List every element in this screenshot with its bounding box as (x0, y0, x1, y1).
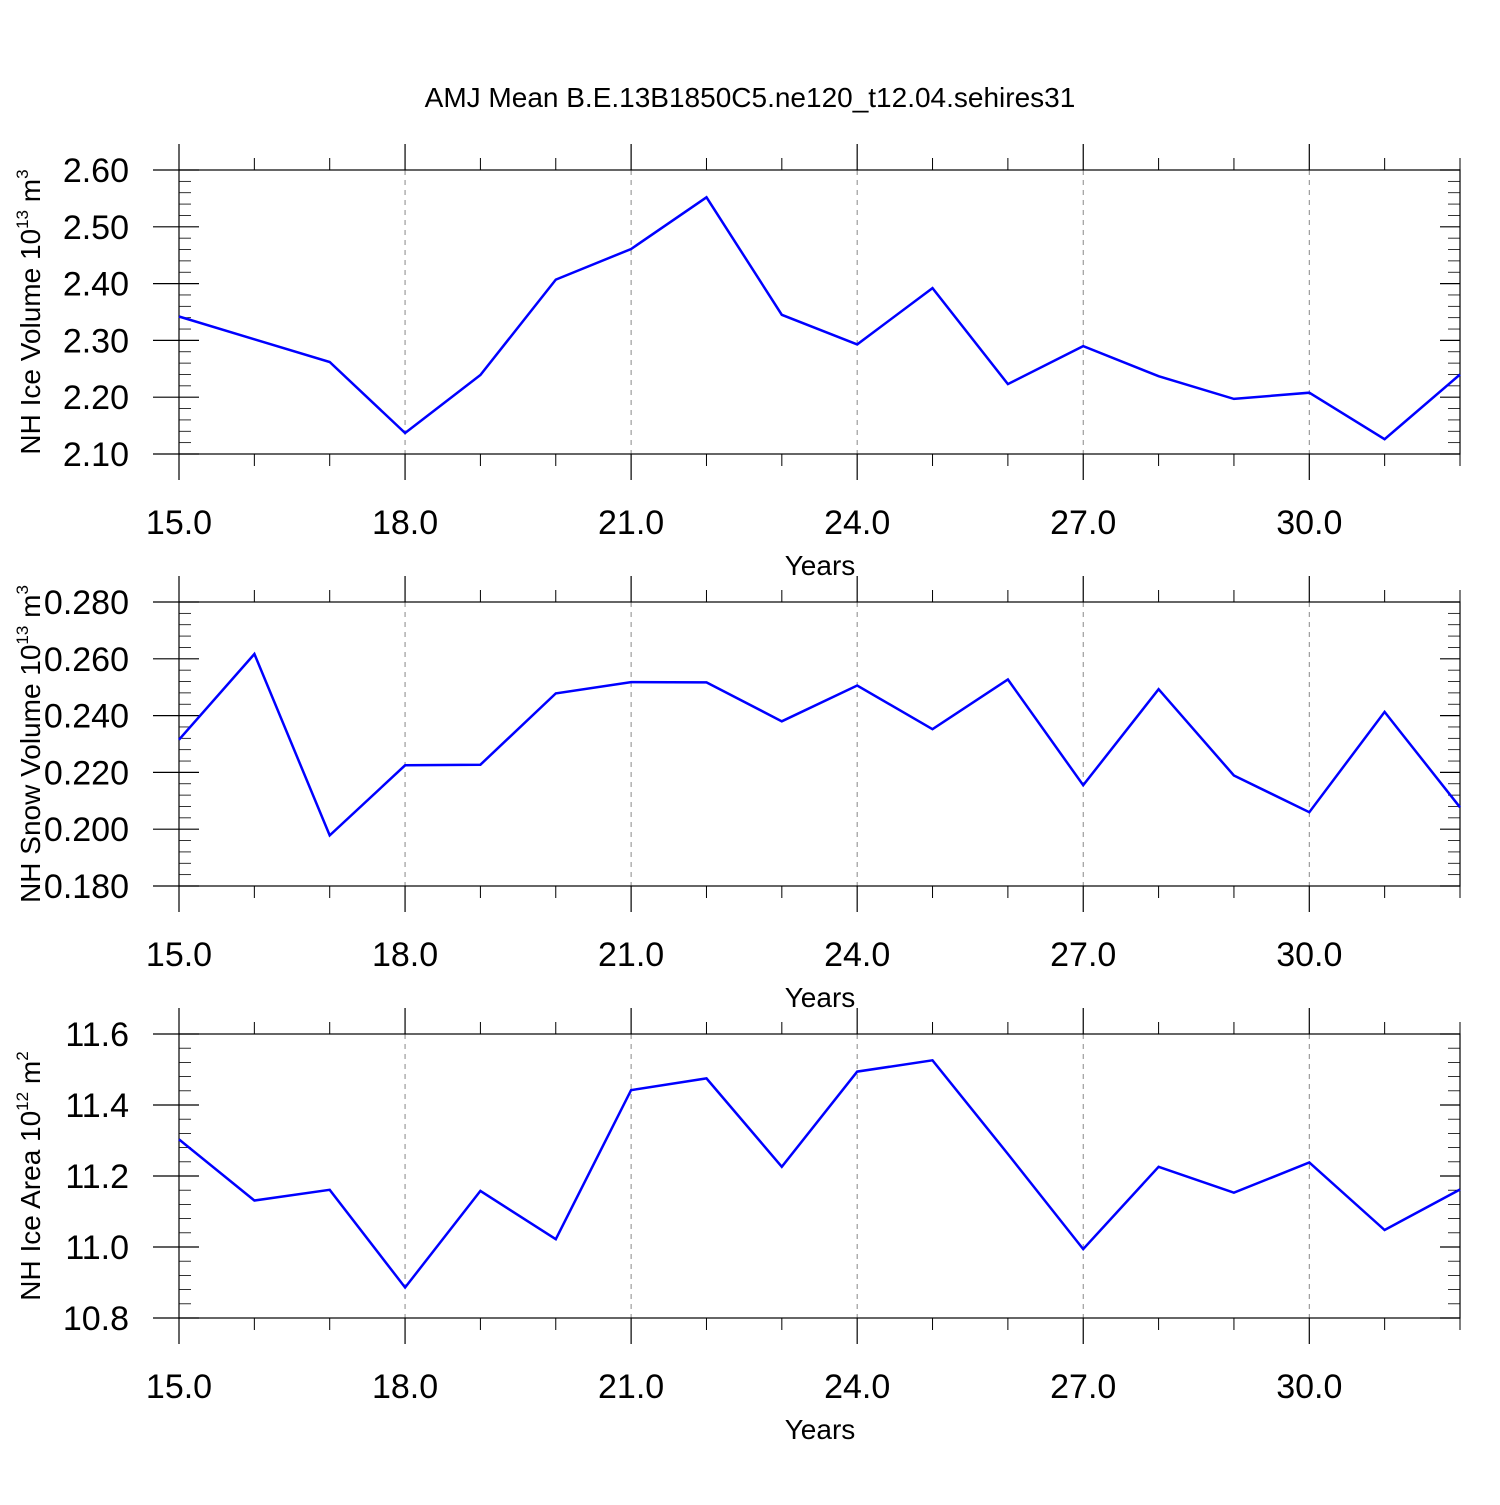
y-tick-label: 10.8 (63, 1300, 129, 1338)
x-tick-label: 18.0 (372, 1368, 438, 1406)
y-tick-label: 2.60 (63, 152, 129, 190)
plot-frame (178, 169, 1461, 455)
plot-frame (178, 1033, 1461, 1319)
figure-title: AMJ Mean B.E.13B1850C5.ne120_t12.04.sehi… (425, 82, 1076, 113)
x-axis-title: Years (785, 550, 856, 581)
y-tick-label: 2.30 (63, 322, 129, 360)
x-tick-label: 30.0 (1276, 1368, 1342, 1406)
x-tick-label: 24.0 (824, 504, 890, 542)
x-axis-title: Years (785, 1414, 856, 1445)
y-tick-label: 0.220 (44, 754, 129, 792)
x-tick-label: 18.0 (372, 504, 438, 542)
y-tick-label: 0.260 (44, 641, 129, 679)
y-tick-label: 0.240 (44, 698, 129, 736)
x-tick-label: 24.0 (824, 936, 890, 974)
y-axis-title: NH Snow Volume 1013 m3 (13, 585, 46, 903)
x-tick-label: 27.0 (1050, 936, 1116, 974)
y-tick-label: 11.0 (65, 1229, 129, 1267)
x-tick-label: 21.0 (598, 504, 664, 542)
series-line (178, 1058, 1461, 1290)
x-tick-label: 15.0 (146, 1368, 212, 1406)
x-tick-label: 27.0 (1050, 504, 1116, 542)
plot-frame (178, 601, 1461, 887)
y-tick-label: 0.180 (44, 868, 129, 906)
x-tick-label: 24.0 (824, 1368, 890, 1406)
series-line (178, 195, 1461, 441)
x-tick-label: 30.0 (1276, 936, 1342, 974)
x-tick-label: 27.0 (1050, 1368, 1116, 1406)
y-tick-label: 0.200 (44, 811, 129, 849)
x-tick-label: 15.0 (146, 936, 212, 974)
y-tick-label: 2.10 (63, 436, 129, 474)
y-tick-label: 11.2 (65, 1158, 129, 1196)
x-tick-label: 30.0 (1276, 504, 1342, 542)
x-axis-title: Years (785, 982, 856, 1013)
y-tick-label: 11.6 (65, 1016, 129, 1054)
panel-1: 15.0 18.0 21.0 24.0 27.0 30.0 2.10 2.20 2.30 2.40… (13, 144, 1461, 581)
y-axis-title: NH Ice Volume 1013 m3 (13, 169, 46, 454)
panel-2: 15.0 18.0 21.0 24.0 27.0 30.0 0.180 0.200 0.220 0… (13, 576, 1461, 1013)
x-tick-label: 18.0 (372, 936, 438, 974)
x-tick-label: 21.0 (598, 936, 664, 974)
series-line (178, 651, 1461, 838)
panel-3: 15.0 18.0 21.0 24.0 27.0 30.0 10.8 11.0 11.2 11.4… (13, 1008, 1461, 1445)
y-tick-label: 2.20 (63, 379, 129, 417)
y-axis-title: NH Ice Area 1012 m2 (13, 1051, 46, 1300)
x-tick-label: 15.0 (146, 504, 212, 542)
y-tick-label: 0.280 (44, 584, 129, 622)
y-tick-label: 2.50 (63, 209, 129, 247)
y-tick-label: 2.40 (63, 266, 129, 304)
y-tick-label: 11.4 (65, 1087, 129, 1125)
x-tick-label: 21.0 (598, 1368, 664, 1406)
